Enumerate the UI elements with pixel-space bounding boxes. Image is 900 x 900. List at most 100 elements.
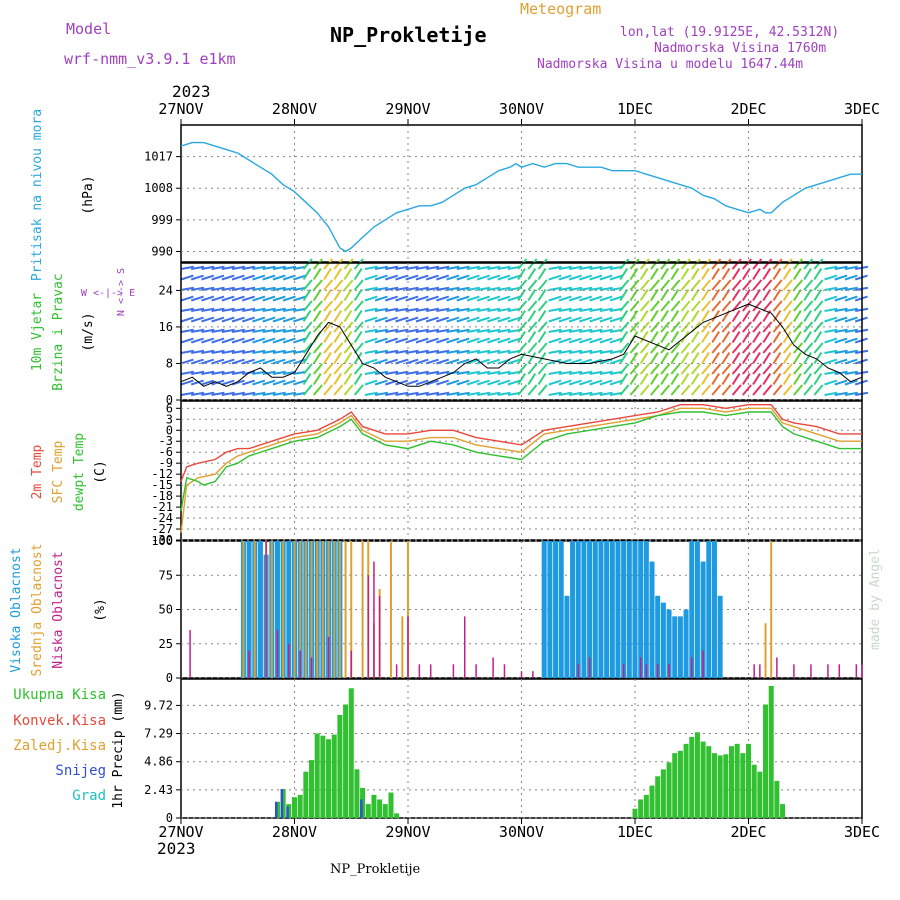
cloud-bar xyxy=(395,664,398,678)
wind-barb xyxy=(599,265,613,270)
wind-barb xyxy=(813,363,824,375)
wind-barb xyxy=(385,391,399,396)
cloud-bar xyxy=(373,561,375,678)
wind-barb xyxy=(221,391,235,396)
wind-barb xyxy=(731,321,742,333)
wind-barb xyxy=(742,300,752,312)
wind-barb xyxy=(537,330,547,344)
clouds-ytick-label: 50 xyxy=(159,603,173,617)
wind-barb xyxy=(752,342,763,354)
wind-barb xyxy=(242,307,256,312)
wind-barb xyxy=(813,279,824,291)
cloud-bar xyxy=(694,541,700,678)
wind-barb xyxy=(476,379,490,386)
cloud-bar xyxy=(429,664,432,678)
wind-barb xyxy=(323,279,334,291)
cloud-bar xyxy=(668,664,670,678)
wind-barb xyxy=(241,358,255,365)
wind-barb xyxy=(711,267,721,281)
wind-barb xyxy=(660,279,671,291)
wind-barb xyxy=(609,316,623,323)
wind-barb xyxy=(353,300,364,312)
wind-barb xyxy=(639,267,649,281)
precip-bar xyxy=(728,746,734,818)
wind-barb xyxy=(762,279,773,291)
wind-barb xyxy=(272,379,286,386)
wind-barb xyxy=(844,286,858,291)
wind-barb xyxy=(211,316,225,323)
wind-ylabel-2: Brzina i Pravac xyxy=(51,273,66,390)
cloud-bar xyxy=(286,541,292,678)
wind-barb xyxy=(793,330,802,344)
wind-barb xyxy=(548,337,562,344)
precip-bar xyxy=(286,806,289,818)
wind-barb xyxy=(201,307,215,312)
wind-barb xyxy=(650,372,659,386)
wind-barb xyxy=(762,363,773,375)
precip-bar xyxy=(643,794,649,818)
cloud-bar xyxy=(855,664,858,678)
cloud-bar xyxy=(609,541,615,678)
wind-barb xyxy=(211,295,225,302)
wind-barb xyxy=(507,379,521,386)
wind-barb xyxy=(456,274,470,281)
wind-barb xyxy=(211,370,225,375)
wind-barb xyxy=(517,267,526,281)
wind-barb xyxy=(579,274,593,281)
wind-barb xyxy=(252,295,266,302)
wind-barb xyxy=(425,328,440,333)
cloud-bar xyxy=(700,561,706,678)
wind-barb xyxy=(343,288,353,302)
cloud-bar xyxy=(327,541,330,678)
wind-barb xyxy=(425,391,440,396)
wind-barb xyxy=(711,258,722,270)
wind-barb xyxy=(680,351,690,365)
precip-bar xyxy=(632,808,638,818)
wind-barb xyxy=(323,372,332,386)
wind-barb xyxy=(323,309,332,323)
wind-barb xyxy=(272,358,286,365)
wind-barb xyxy=(231,337,245,344)
wind-barb xyxy=(548,328,562,333)
precip-bar xyxy=(706,746,712,818)
wind-barb xyxy=(599,328,613,333)
wind-barb xyxy=(803,321,814,333)
wind-barb xyxy=(609,337,623,344)
wind-barb xyxy=(333,384,344,396)
cloud-bar xyxy=(570,541,576,678)
wind-barb xyxy=(660,267,669,281)
cloud-bar xyxy=(558,541,564,678)
wind-barb xyxy=(782,267,792,281)
cloud-bar xyxy=(407,616,409,678)
wind-barb xyxy=(487,316,501,323)
wind-barb xyxy=(824,274,838,281)
wind-barb xyxy=(425,379,439,386)
wind-barb xyxy=(517,321,528,333)
wind-barb xyxy=(180,286,194,291)
wind-barb xyxy=(670,372,680,386)
wind-barb xyxy=(609,379,623,386)
wind-barb xyxy=(527,321,538,333)
wind-barb xyxy=(364,295,378,302)
wind-barb xyxy=(201,274,215,281)
wind-barb xyxy=(252,379,266,386)
wind-barb xyxy=(670,351,680,365)
wind-barb xyxy=(680,342,691,354)
wind-barb xyxy=(834,316,848,323)
wind-barb xyxy=(690,363,701,375)
wind-barb xyxy=(650,351,659,365)
wind-barb xyxy=(579,349,593,354)
wind-barb xyxy=(772,363,783,375)
cloud-ylabel-2: Niska Oblacnost xyxy=(51,551,66,668)
cloud-bar xyxy=(827,664,829,678)
wind-barb xyxy=(527,342,538,354)
wind-barb xyxy=(252,370,266,375)
wind-barb xyxy=(272,370,286,375)
precip-bar xyxy=(331,734,337,818)
wind-barb xyxy=(824,358,838,365)
wind-barb xyxy=(262,286,276,291)
wind-barb xyxy=(670,321,681,333)
wind-barb xyxy=(231,328,246,333)
wind-barb xyxy=(517,330,526,344)
wind-barb xyxy=(415,295,429,302)
